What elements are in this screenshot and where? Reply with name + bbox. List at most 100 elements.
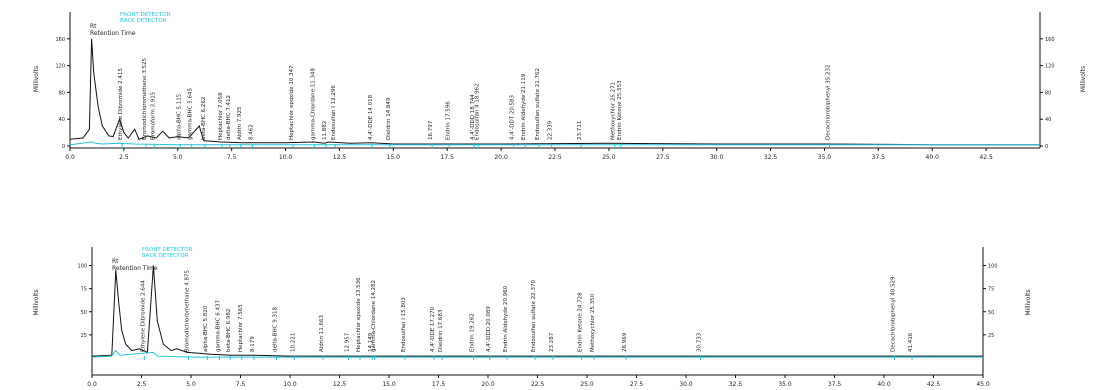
peak-label: Dieldrin 17.683 — [438, 309, 444, 352]
peak-label: Decachlorobiphenyl 35.232 — [825, 64, 831, 140]
peak-label: Endosulfan II 18.962 — [475, 84, 481, 140]
peak-label: 22.339 — [548, 120, 554, 140]
peak-label: Endrin Ketone 24.728 — [578, 292, 584, 352]
peak-label: 10.221 — [290, 333, 296, 352]
peak-label: Methoxychlor 25.350 — [590, 293, 596, 352]
x-tick-label: 22.5 — [548, 154, 562, 161]
chromatogram-panel-1: 0.0 2.5 5.0 7.5 10.0 12.5 15.0 17.5 20.0 22.5 25.0… — [33, 12, 1087, 161]
y-axis-label: Millivolts — [33, 66, 40, 92]
peak-label: 4,4'-DDE 17.270 — [430, 306, 436, 352]
legend-entry: FRONT DETECTOR — [120, 12, 171, 18]
peak-label: gamma-BHC 6.437 — [215, 300, 221, 352]
peak-label: Endosulfan sulfate 21.762 — [535, 68, 541, 140]
x-tick-label: 20.0 — [494, 154, 508, 161]
peak-label: Dieldrin 14.849 — [386, 97, 392, 140]
series-trace-1 — [69, 38, 1040, 146]
peak-label: 11.882 — [322, 121, 328, 140]
x-tick-label: 37.5 — [828, 381, 842, 386]
y-axis-label-right: Millivolts — [1025, 289, 1032, 315]
y-tick-label-right: 120 — [1045, 64, 1055, 70]
x-tick-label: 20.0 — [481, 381, 495, 386]
peak-label: Heptachlor 7.565 — [238, 304, 244, 352]
y-tick-label: 0 — [62, 144, 65, 150]
peak-label: Endrin Aldehyde 21.119 — [521, 73, 527, 140]
peak-label: Endosulfan sulfate 22.370 — [531, 280, 537, 352]
peak-label: Heptachlor 7.058 — [218, 92, 224, 140]
peak-label: 4,4'-DDD 20.089 — [486, 306, 492, 352]
x-tick-label: 32.5 — [764, 154, 778, 161]
y-tick-label: 50 — [81, 310, 87, 316]
y-tick-label: 75 — [81, 287, 87, 293]
series-trace-2 — [69, 141, 1040, 146]
series-trace-2 — [91, 349, 983, 358]
y-tick-label-right: 100 — [988, 264, 998, 270]
peak-label: Endosulfan I 15.803 — [401, 297, 407, 352]
x-tick-label: 2.5 — [119, 154, 129, 161]
peak-label: Endrin 19.262 — [469, 313, 475, 352]
legend-entry: BACK DETECTOR — [120, 18, 167, 24]
peak-label: 30.733 — [697, 332, 703, 352]
x-tick-label: 15.0 — [382, 381, 396, 386]
y-tick-label-right: 0 — [1045, 144, 1048, 150]
peak-label: gamma-Chlordane 14.282 — [371, 280, 377, 352]
annotation-rt: Rt — [90, 23, 97, 30]
x-tick-label: 10.0 — [283, 381, 297, 386]
peak-label: Bromodichloromethane 3.525 — [142, 57, 148, 140]
x-tick-label: 5.0 — [186, 381, 196, 386]
peak-label: 4,4'-DDT 20.583 — [510, 94, 516, 140]
y-tick-label-right: 160 — [1045, 37, 1055, 43]
x-tick-label: 22.5 — [531, 381, 545, 386]
peak-label: 8.462 — [248, 124, 254, 140]
peak-label: Endrin Aldehyde 20.960 — [503, 285, 509, 352]
peak-label: Endosulfan I 12.296 — [331, 85, 337, 140]
peak-label: 23.711 — [577, 121, 583, 140]
y-tick-label: 40 — [59, 117, 65, 123]
x-tick-label: 12.5 — [333, 381, 347, 386]
x-tick-label: 0.0 — [87, 381, 97, 386]
x-tick-label: 42.5 — [979, 154, 993, 161]
x-tick-label: 7.5 — [236, 381, 246, 386]
x-tick-label: 30.0 — [710, 154, 724, 161]
annotation-retention-time: Retention Time — [90, 30, 136, 37]
peak-label: gamma-Chlordane 11.348 — [311, 67, 317, 140]
peak-label: Heptachlor epoxide 10.347 — [289, 65, 295, 140]
peak-label: beta-BHC 6.262 — [201, 97, 207, 140]
y-tick-label: 25 — [81, 333, 87, 339]
annotation-retention-time: Retention Time — [112, 265, 158, 272]
peak-label: Methoxychlor 25.271 — [611, 82, 617, 140]
x-tick-label: 32.5 — [729, 381, 743, 386]
peak-label: 16.797 — [428, 120, 434, 140]
annotation-rt: Rt — [112, 258, 119, 265]
x-tick-label: 40.0 — [926, 154, 940, 161]
x-tick-label: 27.5 — [630, 381, 644, 386]
y-tick-label-right: 80 — [1045, 90, 1051, 96]
legend-entry: FRONT DETECTOR — [142, 247, 193, 253]
y-tick-label: 100 — [77, 264, 87, 270]
x-tick-label: 42.5 — [927, 381, 941, 386]
peak-label: Bromodichloromethane 4.875 — [185, 269, 191, 352]
peak-label: 14.149 — [368, 332, 374, 352]
y-tick-label: 160 — [55, 37, 65, 43]
y-tick-label: 120 — [55, 64, 65, 70]
x-tick-label: 37.5 — [872, 154, 886, 161]
y-tick-label-right: 50 — [988, 310, 994, 316]
peak-label: delta-BHC 7.412 — [226, 95, 232, 140]
peak-label: 26.969 — [622, 332, 628, 352]
x-tick-label: 15.0 — [387, 154, 401, 161]
peak-label: 4,4'-DDE 14.018 — [368, 94, 374, 140]
peak-label: 23.287 — [549, 332, 555, 352]
y-tick-label-right: 75 — [988, 287, 994, 293]
peak-label: Endrin 17.596 — [445, 101, 451, 140]
x-tick-label: 2.5 — [137, 381, 147, 386]
x-tick-label: 12.5 — [333, 154, 347, 161]
peak-label: Bromoform 3.915 — [150, 91, 156, 140]
peak-label: 12.957 — [345, 332, 351, 352]
x-tick-label: 40.0 — [877, 381, 891, 386]
y-axis-label-right: Millivolts — [1080, 66, 1087, 92]
x-tick-label: 17.5 — [441, 154, 455, 161]
peak-label: Aldrin 11.663 — [319, 314, 325, 352]
y-tick-label-right: 40 — [1045, 117, 1051, 123]
peak-label: Ethylene Dibromide 2.415 — [118, 68, 124, 140]
